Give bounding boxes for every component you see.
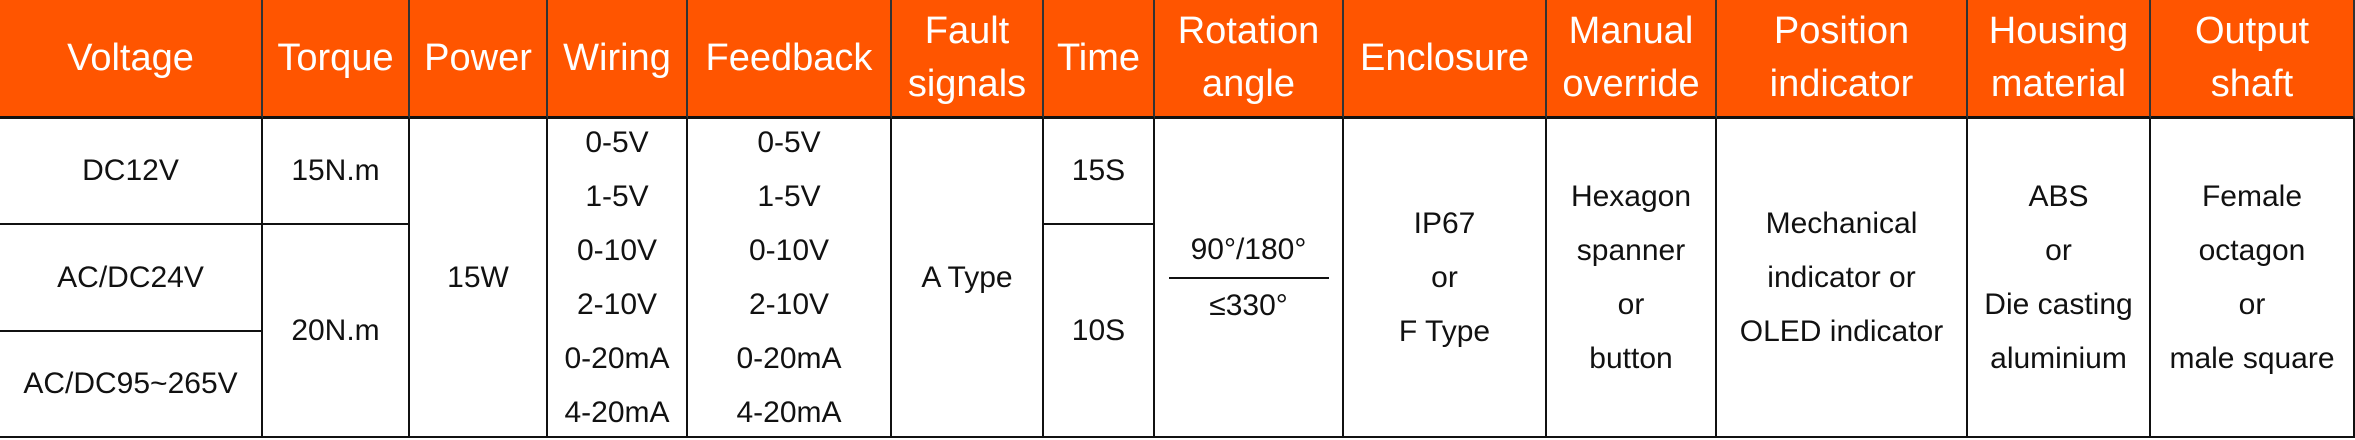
cell-text: or — [2045, 233, 2072, 267]
body-cell: 10S — [1044, 225, 1155, 438]
header-text: material — [1990, 63, 2127, 105]
cell-text: 15N.m — [291, 154, 380, 187]
header-text: Time — [1056, 36, 1141, 79]
header-text: Rotation — [1177, 10, 1320, 52]
header-cell: Housing material — [1968, 0, 2151, 119]
cell-text: 10S — [1071, 313, 1126, 347]
cell-text: A Type — [921, 260, 1013, 294]
header-text: signals — [907, 63, 1027, 105]
header-cell: Position indicator — [1717, 0, 1968, 119]
cell-text: 90°/180° — [1190, 232, 1307, 266]
header-cell: Torque — [263, 0, 410, 119]
cell-text: button — [1589, 341, 1673, 375]
body-cell: Mechanical indicator or OLED indicator — [1717, 119, 1968, 438]
header-cell: Rotation angle — [1155, 0, 1344, 119]
cell-text: spanner — [1576, 233, 1686, 267]
header-cell: Fault signals — [892, 0, 1044, 119]
cell-text: 0-10V — [748, 233, 830, 267]
body-cell: 0-5V 1-5V 0-10V 2-10V 0-20mA 4-20mA — [688, 119, 892, 438]
header-text: Power — [424, 36, 532, 79]
cell-text: 0-20mA — [736, 341, 842, 375]
cell-text: aluminium — [1990, 341, 2127, 375]
cell-text: ≤330° — [1168, 276, 1329, 333]
cell-text: 2-10V — [576, 287, 658, 321]
cell-text: IP67 — [1413, 206, 1476, 240]
cell-text: 4-20mA — [564, 395, 670, 429]
cell-text: OLED indicator — [1739, 314, 1944, 348]
cell-text: 2-10V — [748, 287, 830, 321]
cell-text: 15W — [447, 260, 509, 294]
header-cell: Power — [410, 0, 548, 119]
cell-text: DC12V — [82, 154, 179, 187]
header-text: angle — [1202, 63, 1295, 105]
header-text: shaft — [2210, 63, 2294, 105]
header-text: indicator — [1769, 63, 1914, 105]
body-cell: AC/DC24V — [0, 225, 263, 332]
header-text: Housing — [1988, 10, 2129, 52]
header-text: Feedback — [705, 36, 873, 79]
body-cell: 15S — [1044, 119, 1155, 225]
cell-text: Mechanical — [1765, 206, 1918, 240]
cell-text: octagon — [2198, 233, 2306, 267]
body-cell: 90°/180° ≤330° — [1155, 119, 1344, 438]
body-cell: Hexagon spanner or button — [1547, 119, 1717, 438]
cell-text: ABS — [2028, 179, 2089, 213]
header-cell: Enclosure — [1344, 0, 1547, 119]
cell-text: 4-20mA — [736, 395, 842, 429]
cell-text: or — [2238, 287, 2266, 321]
header-cell: Manual override — [1547, 0, 1717, 119]
cell-text: 0-5V — [585, 125, 649, 159]
cell-text: F Type — [1398, 314, 1491, 348]
cell-text: or — [1431, 260, 1458, 294]
cell-text: 0-10V — [576, 233, 658, 267]
cell-text: 1-5V — [757, 179, 821, 213]
cell-text: 20N.m — [291, 313, 380, 347]
body-cell: 15N.m — [263, 119, 410, 225]
header-text: Enclosure — [1360, 36, 1529, 79]
body-cell: 15W — [410, 119, 548, 438]
header-cell: Wiring — [548, 0, 688, 119]
header-text: Torque — [277, 36, 394, 79]
cell-text: 0-5V — [757, 125, 821, 159]
cell-text: Die casting — [1984, 287, 2133, 321]
header-text: Manual — [1568, 10, 1694, 52]
body-cell: ABS or Die casting aluminium — [1968, 119, 2151, 438]
header-cell: Time — [1044, 0, 1155, 119]
header-cell: Voltage — [0, 0, 263, 119]
cell-text: male square — [2169, 341, 2335, 375]
body-cell: AC/DC95~265V — [0, 332, 263, 438]
body-cell: 0-5V 1-5V 0-10V 2-10V 0-20mA 4-20mA — [548, 119, 688, 438]
cell-text: 15S — [1071, 154, 1126, 187]
body-cell: Female octagon or male square — [2151, 119, 2355, 438]
header-cell: Output shaft — [2151, 0, 2355, 119]
cell-text: Hexagon — [1570, 179, 1692, 213]
cell-text: 0-20mA — [564, 341, 670, 375]
header-cell: Feedback — [688, 0, 892, 119]
body-cell: DC12V — [0, 119, 263, 225]
cell-text: Female — [2201, 179, 2303, 213]
header-text: Voltage — [67, 36, 194, 79]
body-cell: IP67 or F Type — [1344, 119, 1547, 438]
header-text: Fault — [924, 10, 1010, 52]
cell-text: 1-5V — [585, 179, 649, 213]
body-cell: 20N.m — [263, 225, 410, 438]
cell-text: AC/DC95~265V — [23, 367, 238, 400]
header-text: Wiring — [563, 36, 671, 79]
cell-text: or — [1617, 287, 1645, 321]
header-text: Output — [2194, 10, 2310, 52]
body-cell: A Type — [892, 119, 1044, 438]
cell-text: AC/DC24V — [57, 260, 204, 294]
cell-text: indicator or — [1767, 260, 1916, 294]
header-text: override — [1562, 63, 1700, 105]
header-text: Position — [1773, 10, 1910, 52]
